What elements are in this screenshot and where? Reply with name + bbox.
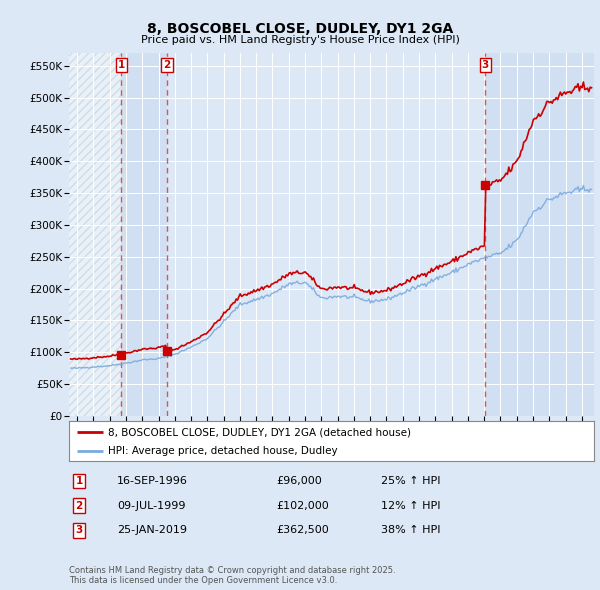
- Text: 3: 3: [482, 60, 489, 70]
- Text: £96,000: £96,000: [276, 476, 322, 486]
- Text: 09-JUL-1999: 09-JUL-1999: [117, 501, 185, 510]
- Text: Contains HM Land Registry data © Crown copyright and database right 2025.
This d: Contains HM Land Registry data © Crown c…: [69, 566, 395, 585]
- Text: Price paid vs. HM Land Registry's House Price Index (HPI): Price paid vs. HM Land Registry's House …: [140, 35, 460, 45]
- Text: 8, BOSCOBEL CLOSE, DUDLEY, DY1 2GA: 8, BOSCOBEL CLOSE, DUDLEY, DY1 2GA: [147, 22, 453, 37]
- Bar: [121, 53, 167, 416]
- Text: 16-SEP-1996: 16-SEP-1996: [117, 476, 188, 486]
- Bar: [485, 53, 594, 416]
- Text: HPI: Average price, detached house, Dudley: HPI: Average price, detached house, Dudl…: [109, 447, 338, 456]
- Text: 25% ↑ HPI: 25% ↑ HPI: [381, 476, 440, 486]
- Text: 1: 1: [118, 60, 125, 70]
- Bar: [69, 53, 121, 416]
- Text: 25-JAN-2019: 25-JAN-2019: [117, 526, 187, 535]
- Text: £362,500: £362,500: [276, 526, 329, 535]
- Text: 1: 1: [76, 476, 83, 486]
- Text: 38% ↑ HPI: 38% ↑ HPI: [381, 526, 440, 535]
- Text: 3: 3: [76, 526, 83, 535]
- Text: £102,000: £102,000: [276, 501, 329, 510]
- Text: 2: 2: [76, 501, 83, 510]
- Text: 8, BOSCOBEL CLOSE, DUDLEY, DY1 2GA (detached house): 8, BOSCOBEL CLOSE, DUDLEY, DY1 2GA (deta…: [109, 428, 412, 438]
- Text: 2: 2: [163, 60, 170, 70]
- Text: 12% ↑ HPI: 12% ↑ HPI: [381, 501, 440, 510]
